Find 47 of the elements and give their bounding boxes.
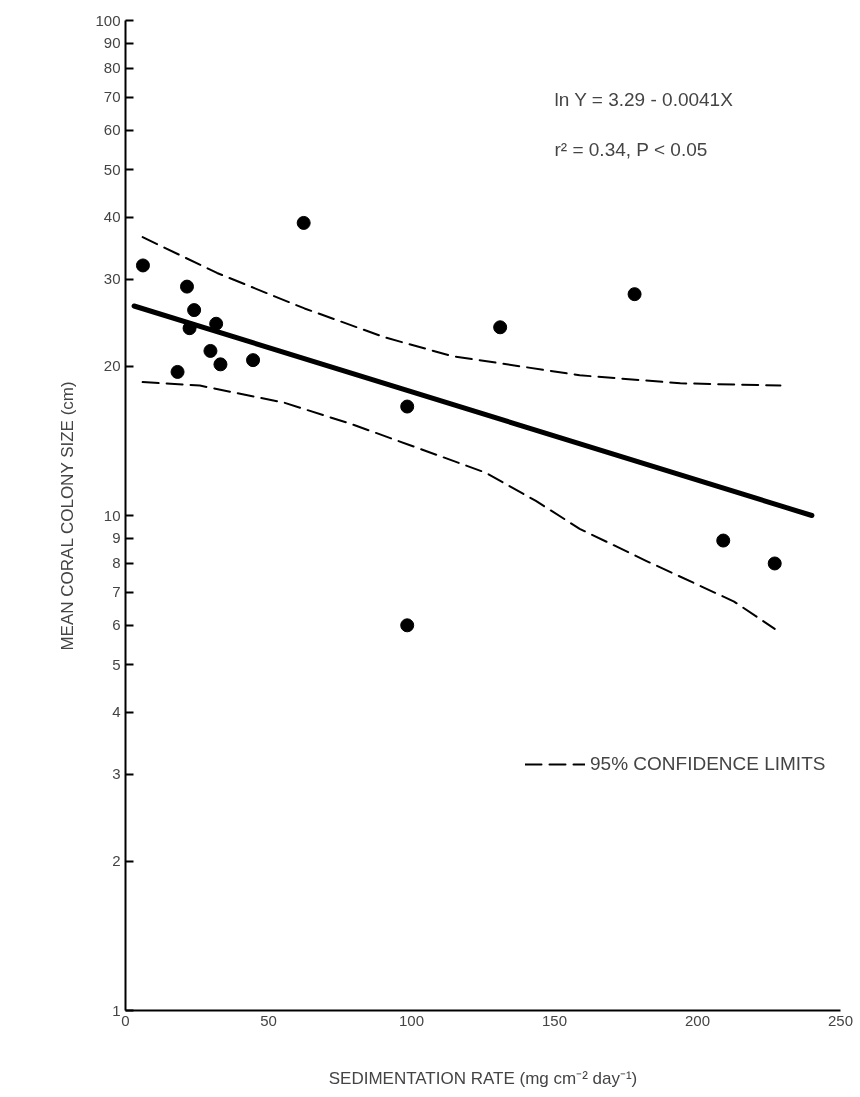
annotation: r² = 0.34, P < 0.05 xyxy=(554,138,708,160)
legend-label: 95% CONFIDENCE LIMITS xyxy=(590,753,826,775)
point xyxy=(627,287,642,302)
point xyxy=(203,343,218,358)
point xyxy=(209,316,224,331)
point xyxy=(400,618,415,633)
y-tick-label: 50 xyxy=(103,160,121,178)
point xyxy=(179,279,194,294)
y-tick-label: 8 xyxy=(112,554,121,572)
y-tick-label: 100 xyxy=(95,11,121,29)
y-tick-label: 1 xyxy=(112,1001,121,1019)
y-tick-label: 30 xyxy=(103,270,121,288)
x-tick-label: 100 xyxy=(398,1011,425,1029)
y-tick-label: 3 xyxy=(112,765,121,783)
point xyxy=(400,399,415,414)
y-tick-label: 10 xyxy=(103,506,121,524)
point xyxy=(767,556,782,571)
point xyxy=(213,357,228,372)
point xyxy=(493,320,508,335)
y-tick-label: 7 xyxy=(112,583,121,601)
y-tick-label: 90 xyxy=(103,34,121,52)
x-tick-label: 250 xyxy=(827,1011,854,1029)
y-tick-label: 70 xyxy=(103,88,121,106)
y-tick-label: 20 xyxy=(103,357,121,375)
point xyxy=(170,364,185,379)
y-tick-label: 40 xyxy=(103,208,121,226)
y-tick-label: 60 xyxy=(103,121,121,139)
line-series xyxy=(141,236,782,387)
y-tick-label: 5 xyxy=(112,655,121,673)
y-axis-title: MEAN CORAL COLONY SIZE (cm) xyxy=(58,381,78,651)
x-axis-title: SEDIMENTATION RATE (mg cm⁻² day⁻¹) xyxy=(328,1068,638,1088)
point xyxy=(135,258,150,273)
y-tick-label: 6 xyxy=(112,616,121,634)
point xyxy=(246,353,261,368)
annotation: ln Y = 3.29 - 0.0041X xyxy=(554,89,734,111)
point xyxy=(716,533,731,548)
y-tick-label: 80 xyxy=(103,59,121,77)
point xyxy=(187,303,202,318)
y-tick-label: 4 xyxy=(112,703,121,721)
x-tick-label: 200 xyxy=(684,1011,711,1029)
y-tick-label: 2 xyxy=(112,852,121,870)
point xyxy=(296,215,311,230)
line-series xyxy=(141,381,776,630)
x-tick-label: 150 xyxy=(541,1011,568,1029)
x-tick-label: 50 xyxy=(260,1011,277,1029)
y-tick-label: 9 xyxy=(112,529,121,547)
x-tick-label: 0 xyxy=(121,1011,130,1029)
